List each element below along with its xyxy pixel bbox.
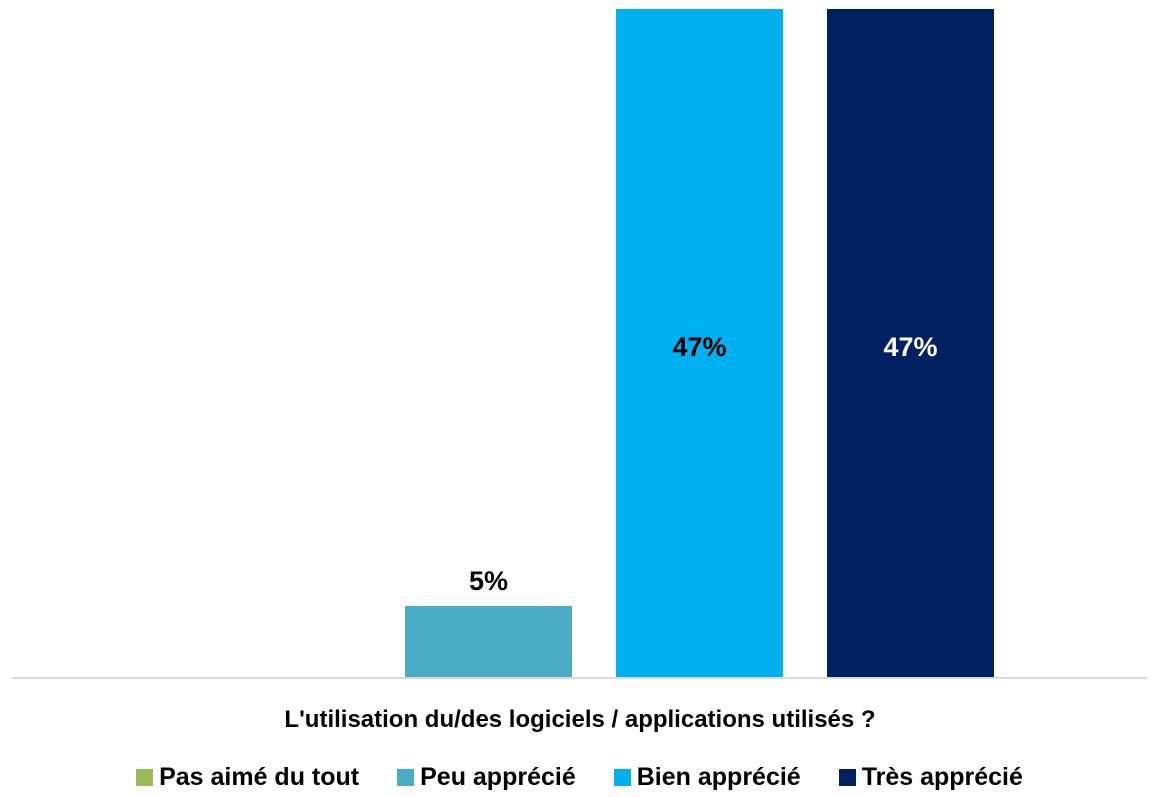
bar-peu-appr-ci- [405, 605, 572, 677]
bar-bien-appr-ci- [616, 9, 783, 677]
legend-item: Bien apprécié [613, 762, 801, 792]
legend-swatch [136, 768, 154, 786]
bars-group: 5% 47% 47% [405, 9, 994, 677]
legend-item: Très apprécié [838, 762, 1023, 792]
legend-item: Peu apprécié [397, 763, 576, 792]
legend-label: Bien apprécié [636, 762, 801, 791]
legend-label: Pas aimé du tout [159, 762, 360, 791]
legend-swatch [613, 768, 631, 786]
bar-tr-s-appr-ci- [827, 9, 994, 677]
legend-label: Peu apprécié [420, 762, 576, 791]
legend-item: Pas aimé du tout [136, 763, 359, 792]
x-axis-title: L'utilisation du/des logiciels / applica… [284, 706, 875, 733]
legend-swatch [397, 768, 415, 786]
data-label-bien-appr-ci-: 47% [672, 332, 726, 362]
legend-label: Très apprécié [861, 762, 1023, 791]
legend: Pas aimé du tout Peu apprécié Bien appréci… [0, 760, 1159, 794]
data-label-peu-appr-ci-: 5% [469, 566, 508, 596]
legend-swatch [838, 768, 856, 786]
data-label-tr-s-appr-ci-: 47% [883, 332, 937, 362]
